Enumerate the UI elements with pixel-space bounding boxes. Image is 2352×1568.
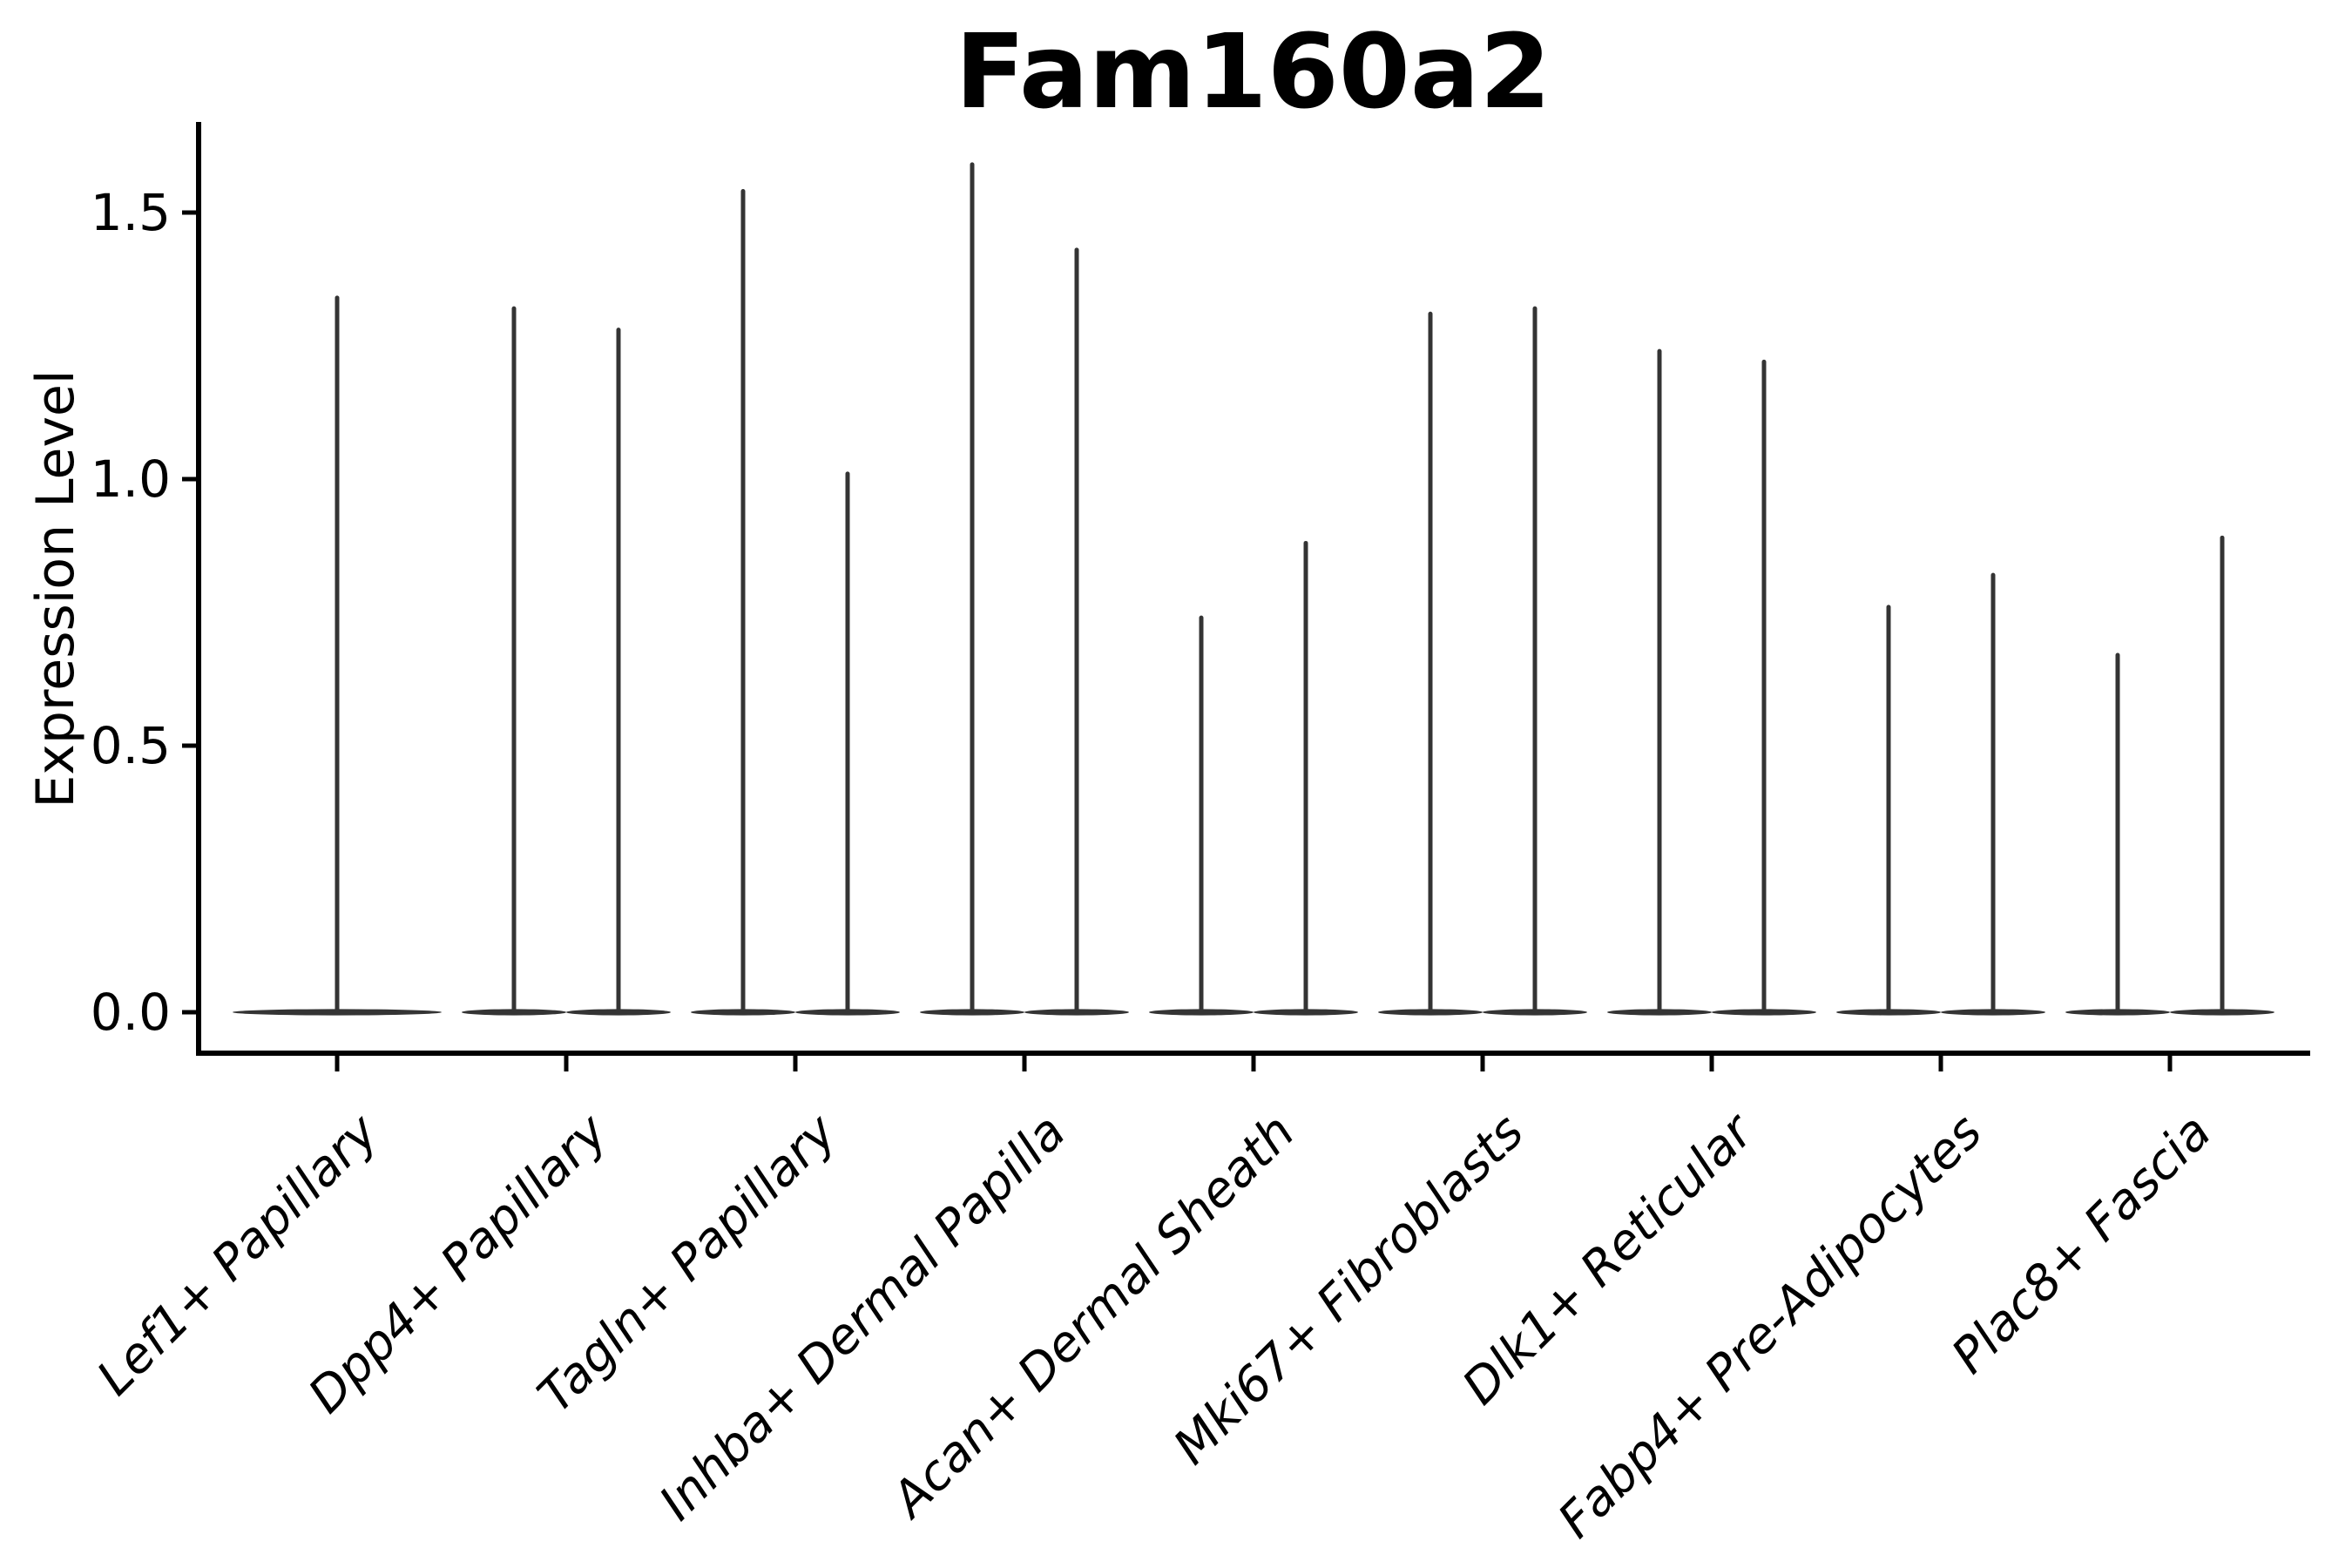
violin-body: [920, 1009, 1024, 1016]
x-axis-spine: [196, 1051, 2310, 1056]
x-tick: [1480, 1056, 1485, 1071]
chart-title: Fam160a2: [955, 11, 1551, 132]
violin-body: [1712, 1009, 1816, 1016]
x-tick: [1938, 1056, 1943, 1071]
violin-body: [1254, 1009, 1358, 1016]
violin-body: [691, 1009, 795, 1016]
x-tick: [1251, 1056, 1256, 1071]
x-tick: [564, 1056, 569, 1071]
y-tick: [182, 210, 196, 215]
y-tick-label: 0.5: [91, 716, 171, 775]
violin-body: [1378, 1009, 1483, 1016]
x-tick: [335, 1056, 340, 1071]
x-tick: [1022, 1056, 1027, 1071]
violin-body: [1607, 1009, 1712, 1016]
y-tick: [182, 1010, 196, 1015]
violin-body: [1836, 1009, 1941, 1016]
violin-body: [1149, 1009, 1254, 1016]
y-tick-label: 1.0: [91, 449, 171, 509]
x-tick: [1709, 1056, 1714, 1071]
y-axis-spine: [196, 122, 201, 1056]
x-tick-label: Acan+ Dermal Sheath: [880, 1104, 1306, 1530]
violin-body: [233, 1009, 442, 1016]
violin-body: [462, 1009, 566, 1016]
violin-body: [2065, 1009, 2170, 1016]
violin-body: [1024, 1009, 1129, 1016]
x-tick-label: Inhba+ Dermal Papilla: [649, 1104, 1077, 1531]
violin-body: [2170, 1009, 2274, 1016]
violin-body: [1941, 1009, 2045, 1016]
x-tick: [793, 1056, 798, 1071]
y-tick: [182, 743, 196, 748]
y-tick-label: 1.5: [91, 183, 171, 242]
y-tick: [182, 476, 196, 482]
y-tick-label: 0.0: [91, 983, 171, 1042]
violin-body: [566, 1009, 671, 1016]
x-tick-label: Fabp4+ Pre-Adipocytes: [1548, 1104, 1993, 1549]
violin-body: [795, 1009, 900, 1016]
x-tick: [2167, 1056, 2173, 1071]
violin-body: [1483, 1009, 1587, 1016]
